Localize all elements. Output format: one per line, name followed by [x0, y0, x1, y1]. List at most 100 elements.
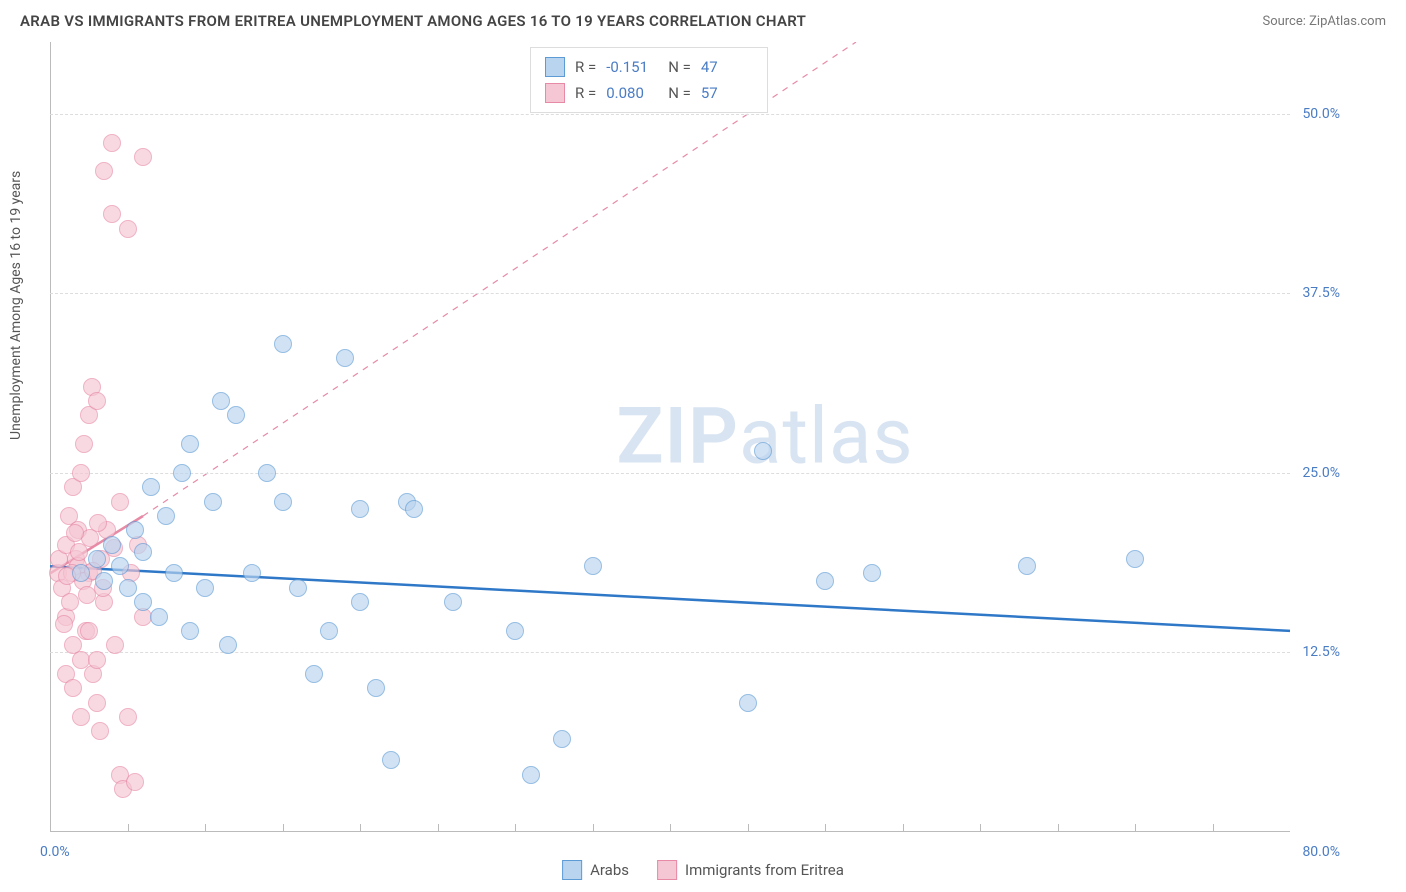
- y-tick-label: 12.5%: [1302, 644, 1340, 660]
- scatter-point-eritrea: [72, 708, 90, 726]
- x-tick: [1058, 824, 1059, 832]
- scatter-point-arabs: [95, 572, 113, 590]
- y-tick-label: 25.0%: [1302, 465, 1340, 481]
- scatter-point-eritrea: [55, 615, 73, 633]
- y-tick-label: 50.0%: [1302, 106, 1340, 122]
- scatter-point-eritrea: [103, 205, 121, 223]
- scatter-point-arabs: [1126, 550, 1144, 568]
- scatter-point-arabs: [816, 572, 834, 590]
- scatter-point-eritrea: [91, 722, 109, 740]
- x-tick: [748, 824, 749, 832]
- stat-r-label-1: R =: [575, 58, 596, 76]
- scatter-point-eritrea: [106, 636, 124, 654]
- scatter-point-arabs: [320, 622, 338, 640]
- stat-r-value-1: -0.151: [606, 58, 658, 76]
- scatter-point-eritrea: [66, 524, 84, 542]
- x-tick: [593, 824, 594, 832]
- swatch-eritrea: [545, 83, 565, 103]
- scatter-point-arabs: [367, 679, 385, 697]
- scatter-point-arabs: [111, 557, 129, 575]
- x-max-label: 80.0%: [1302, 844, 1340, 860]
- scatter-point-arabs: [522, 766, 540, 784]
- scatter-point-eritrea: [111, 493, 129, 511]
- x-tick: [1135, 824, 1136, 832]
- stat-r-label-2: R =: [575, 84, 596, 102]
- scatter-point-arabs: [258, 464, 276, 482]
- stat-n-value-2: 57: [701, 84, 753, 102]
- scatter-point-arabs: [382, 751, 400, 769]
- watermark: ZIPatlas: [616, 392, 913, 483]
- legend-label-arabs: Arabs: [590, 861, 629, 879]
- scatter-point-arabs: [134, 593, 152, 611]
- trend-lines-svg: [50, 42, 1350, 832]
- scatter-point-arabs: [219, 636, 237, 654]
- scatter-point-arabs: [754, 442, 772, 460]
- legend-item-arabs: Arabs: [562, 860, 629, 880]
- scatter-point-eritrea: [72, 464, 90, 482]
- scatter-point-arabs: [739, 694, 757, 712]
- scatter-point-arabs: [863, 564, 881, 582]
- legend-stats-row-1: R = -0.151 N = 47: [545, 54, 753, 80]
- legend-stats-row-2: R = 0.080 N = 57: [545, 80, 753, 106]
- scatter-point-arabs: [212, 392, 230, 410]
- scatter-point-eritrea: [75, 435, 93, 453]
- scatter-point-arabs: [142, 478, 160, 496]
- x-origin-label: 0.0%: [40, 844, 70, 860]
- scatter-point-arabs: [126, 521, 144, 539]
- legend-stats-box: R = -0.151 N = 47 R = 0.080 N = 57: [530, 47, 768, 113]
- chart-container: ARAB VS IMMIGRANTS FROM ERITREA UNEMPLOY…: [0, 0, 1406, 892]
- scatter-point-arabs: [165, 564, 183, 582]
- scatter-point-arabs: [289, 579, 307, 597]
- scatter-point-arabs: [444, 593, 462, 611]
- x-tick: [205, 824, 206, 832]
- scatter-point-arabs: [88, 550, 106, 568]
- x-tick: [670, 824, 671, 832]
- grid-line: [50, 293, 1290, 294]
- x-tick: [128, 824, 129, 832]
- y-axis-label: Unemployment Among Ages 16 to 19 years: [8, 171, 24, 440]
- scatter-point-eritrea: [88, 392, 106, 410]
- scatter-point-arabs: [405, 500, 423, 518]
- scatter-point-eritrea: [64, 679, 82, 697]
- stat-r-value-2: 0.080: [606, 84, 658, 102]
- trend-line: [50, 566, 1290, 631]
- stat-n-value-1: 47: [701, 58, 753, 76]
- scatter-point-arabs: [274, 493, 292, 511]
- scatter-point-arabs: [351, 500, 369, 518]
- scatter-point-arabs: [181, 435, 199, 453]
- scatter-point-eritrea: [126, 773, 144, 791]
- bottom-legend: Arabs Immigrants from Eritrea: [562, 860, 844, 880]
- title-bar: ARAB VS IMMIGRANTS FROM ERITREA UNEMPLOY…: [20, 12, 1386, 30]
- x-tick: [980, 824, 981, 832]
- scatter-point-arabs: [227, 406, 245, 424]
- scatter-point-arabs: [584, 557, 602, 575]
- chart-title: ARAB VS IMMIGRANTS FROM ERITREA UNEMPLOY…: [20, 12, 806, 30]
- legend-swatch-arabs: [562, 860, 582, 880]
- scatter-point-eritrea: [61, 593, 79, 611]
- scatter-point-eritrea: [95, 162, 113, 180]
- y-tick-label: 37.5%: [1302, 285, 1340, 301]
- watermark-zip: ZIP: [616, 392, 739, 483]
- watermark-atlas: atlas: [739, 392, 914, 483]
- x-tick: [360, 824, 361, 832]
- scatter-point-arabs: [274, 335, 292, 353]
- scatter-point-eritrea: [80, 622, 98, 640]
- x-tick: [903, 824, 904, 832]
- scatter-point-arabs: [173, 464, 191, 482]
- scatter-point-eritrea: [88, 651, 106, 669]
- scatter-point-arabs: [181, 622, 199, 640]
- scatter-point-eritrea: [119, 708, 137, 726]
- scatter-point-arabs: [204, 493, 222, 511]
- scatter-point-eritrea: [88, 694, 106, 712]
- scatter-point-eritrea: [89, 514, 107, 532]
- scatter-point-eritrea: [103, 134, 121, 152]
- swatch-arabs: [545, 57, 565, 77]
- stat-n-label-1: N =: [668, 58, 691, 76]
- scatter-point-arabs: [119, 579, 137, 597]
- scatter-point-arabs: [243, 564, 261, 582]
- grid-line: [50, 473, 1290, 474]
- scatter-point-arabs: [196, 579, 214, 597]
- grid-line: [50, 652, 1290, 653]
- x-tick: [283, 824, 284, 832]
- scatter-point-arabs: [134, 543, 152, 561]
